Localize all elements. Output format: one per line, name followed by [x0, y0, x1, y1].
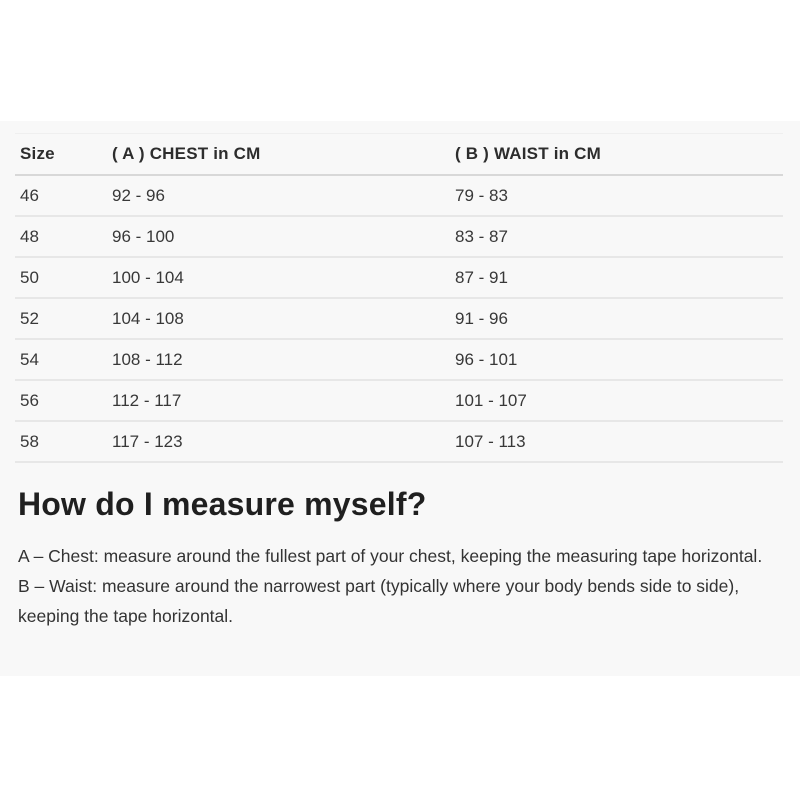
- column-header-size: Size: [15, 133, 107, 176]
- waist-cell: 79 - 83: [450, 175, 783, 217]
- size-guide-section: Size ( A ) CHEST in CM ( B ) WAIST in CM…: [0, 121, 800, 676]
- header-row: Size ( A ) CHEST in CM ( B ) WAIST in CM: [15, 133, 783, 176]
- chest-cell: 117 - 123: [107, 421, 450, 463]
- measure-heading: How do I measure myself?: [18, 486, 427, 522]
- size-chart-body: 46 92 - 96 79 - 83 48 96 - 100 83 - 87 50 100 -…: [15, 175, 783, 463]
- waist-cell: 83 - 87: [450, 216, 783, 258]
- chest-cell: 108 - 112: [107, 339, 450, 381]
- size-cell: 50: [15, 257, 107, 299]
- size-cell: 46: [15, 175, 107, 217]
- column-header-chest: ( A ) CHEST in CM: [107, 133, 450, 176]
- table-row: 48 96 - 100 83 - 87: [15, 216, 783, 258]
- chest-cell: 96 - 100: [107, 216, 450, 258]
- waist-cell: 101 - 107: [450, 380, 783, 422]
- table-row: 58 117 - 123 107 - 113: [15, 421, 783, 463]
- waist-cell: 107 - 113: [450, 421, 783, 463]
- size-cell: 58: [15, 421, 107, 463]
- size-cell: 56: [15, 380, 107, 422]
- size-chart-table: Size ( A ) CHEST in CM ( B ) WAIST in CM…: [15, 133, 783, 463]
- size-cell: 54: [15, 339, 107, 381]
- measure-instructions: A – Chest: measure around the fullest pa…: [15, 541, 783, 631]
- waist-cell: 87 - 91: [450, 257, 783, 299]
- chest-cell: 104 - 108: [107, 298, 450, 340]
- waist-cell: 91 - 96: [450, 298, 783, 340]
- chest-cell: 100 - 104: [107, 257, 450, 299]
- table-row: 46 92 - 96 79 - 83: [15, 175, 783, 217]
- column-header-waist: ( B ) WAIST in CM: [450, 133, 783, 176]
- size-cell: 48: [15, 216, 107, 258]
- table-row: 50 100 - 104 87 - 91: [15, 257, 783, 299]
- table-row: 56 112 - 117 101 - 107: [15, 380, 783, 422]
- size-chart-header: Size ( A ) CHEST in CM ( B ) WAIST in CM: [15, 133, 783, 176]
- table-row: 54 108 - 112 96 - 101: [15, 339, 783, 381]
- table-row: 52 104 - 108 91 - 96: [15, 298, 783, 340]
- chest-cell: 112 - 117: [107, 380, 450, 422]
- measure-instruction-chest: A – Chest: measure around the fullest pa…: [18, 546, 763, 566]
- size-cell: 52: [15, 298, 107, 340]
- chest-cell: 92 - 96: [107, 175, 450, 217]
- measure-instruction-waist: B – Waist: measure around the narrowest …: [18, 576, 740, 626]
- waist-cell: 96 - 101: [450, 339, 783, 381]
